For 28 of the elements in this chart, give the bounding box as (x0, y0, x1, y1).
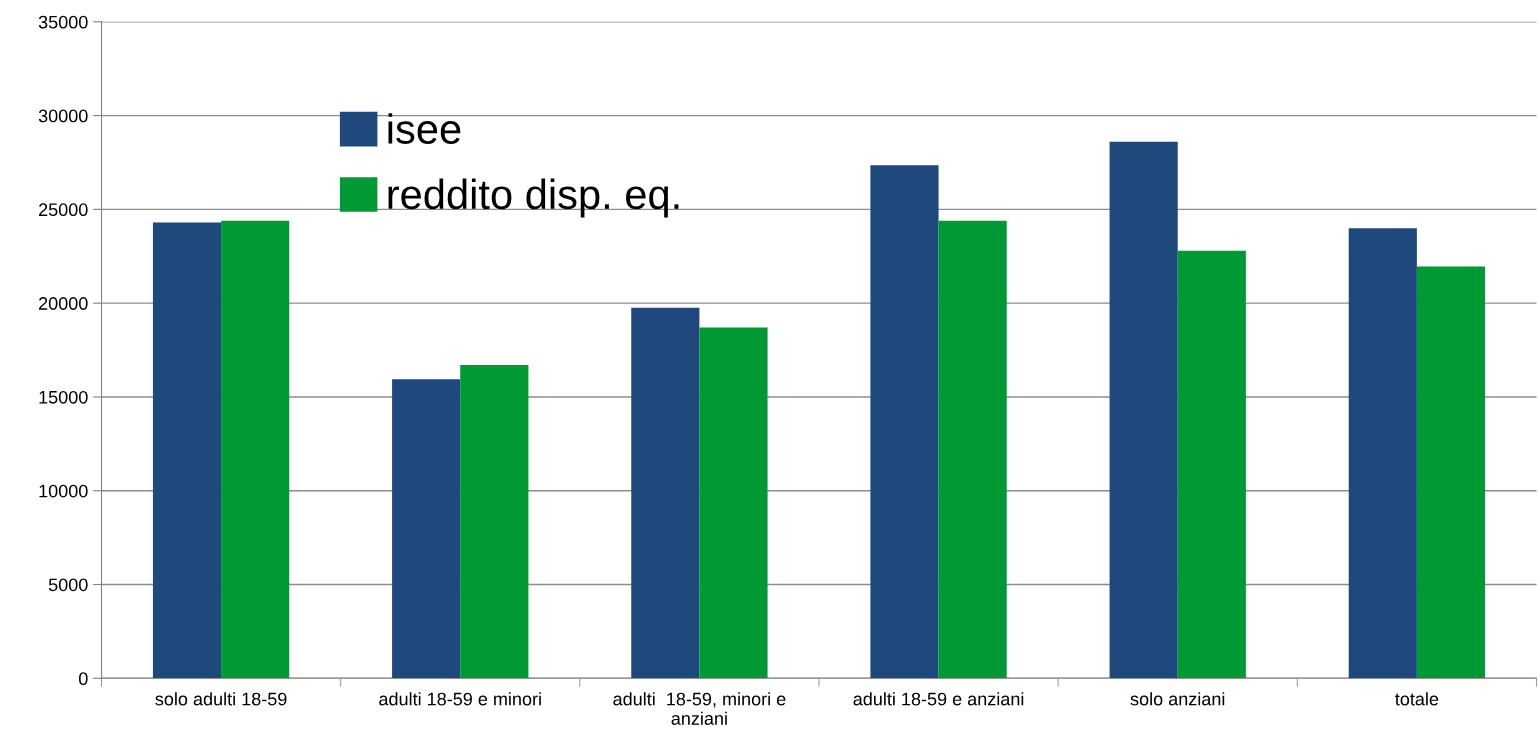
legend-label: reddito disp. eq. (388, 178, 679, 218)
bar (1416, 266, 1486, 679)
y-tick-label: 20000 (39, 297, 88, 310)
y-tick-label: 5000 (48, 578, 88, 592)
bar (631, 307, 700, 679)
bar (221, 220, 290, 679)
bar (938, 220, 1007, 679)
bar (392, 379, 461, 679)
x-tick-label: totale (1395, 692, 1439, 706)
bar (1109, 141, 1178, 679)
x-tick-label: adulti 18-59, minori e anziani (613, 692, 786, 725)
bar (152, 222, 222, 679)
bar (1348, 228, 1417, 679)
y-tick-label: 0 (78, 672, 88, 686)
y-tick-label: 35000 (38, 15, 88, 29)
bar (1177, 250, 1246, 679)
x-tick-label: solo anziani (1130, 692, 1225, 706)
bar (460, 365, 529, 679)
bar (699, 327, 768, 679)
y-tick-label: 30000 (38, 109, 88, 123)
x-tick-label: adulti 18-59 e anziani (853, 692, 1024, 706)
y-tick-label: 10000 (39, 484, 88, 498)
bar (870, 165, 939, 679)
y-tick-label: 25000 (39, 203, 88, 217)
y-tick-label: 15000 (39, 390, 88, 404)
x-tick-label: solo adulti 18-59 (155, 692, 287, 706)
legend-label: isee (388, 113, 461, 144)
x-tick-label: adulti 18-59 e minori (379, 692, 541, 706)
